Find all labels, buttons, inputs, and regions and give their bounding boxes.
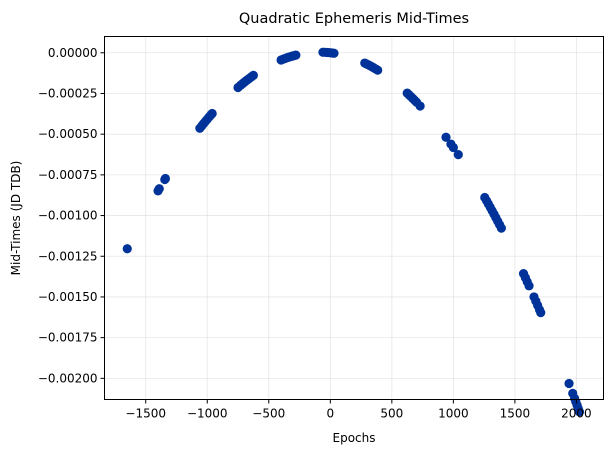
data-point <box>291 50 301 60</box>
data-point <box>564 378 574 389</box>
x-tick-label: −500 <box>252 407 285 421</box>
y-axis-label: Mid-Times (JD TDB) <box>9 161 23 276</box>
x-tick-label: 1000 <box>438 407 469 421</box>
data-point <box>536 308 546 318</box>
data-point <box>415 101 425 111</box>
x-axis-label: Epochs <box>333 431 376 445</box>
y-tick-label: −0.00200 <box>38 371 98 385</box>
y-tick-label: −0.00075 <box>38 168 98 182</box>
data-point <box>154 184 164 194</box>
data-point <box>524 281 534 291</box>
data-point <box>207 108 217 119</box>
x-tick-label: 1500 <box>500 407 531 421</box>
y-tick-label: −0.00100 <box>38 209 98 223</box>
grid <box>104 36 604 400</box>
y-tick-label: −0.00175 <box>38 331 98 345</box>
y-tick-label: −0.00150 <box>38 290 98 304</box>
data-point <box>448 142 458 153</box>
data-point <box>453 150 463 160</box>
data-points <box>122 47 585 417</box>
data-point <box>248 70 259 81</box>
data-point <box>574 407 585 417</box>
y-tick-label: −0.00050 <box>38 127 98 141</box>
plot-frame <box>104 36 604 400</box>
data-point <box>496 223 506 233</box>
x-axis: −1500 −1000 −500 0 500 1000 1500 2000 <box>125 399 592 421</box>
x-tick-label: 2000 <box>561 407 592 421</box>
data-point <box>160 173 171 184</box>
chart-title: Quadratic Ephemeris Mid-Times <box>239 11 469 27</box>
y-tick-label: 0.00000 <box>48 46 98 60</box>
x-tick-label: 0 <box>326 407 334 421</box>
data-point <box>441 132 451 142</box>
x-tick-label: 500 <box>380 407 403 421</box>
data-point <box>373 65 383 75</box>
y-tick-label: −0.00125 <box>38 249 98 263</box>
x-tick-label: −1500 <box>125 407 166 421</box>
data-point <box>329 48 339 58</box>
y-axis: 0.00000 −0.00025 −0.00050 −0.00075 −0.00100 −… <box>38 46 105 385</box>
y-tick-label: −0.00025 <box>38 86 98 100</box>
data-point <box>122 244 132 254</box>
x-tick-label: −1000 <box>187 407 228 421</box>
